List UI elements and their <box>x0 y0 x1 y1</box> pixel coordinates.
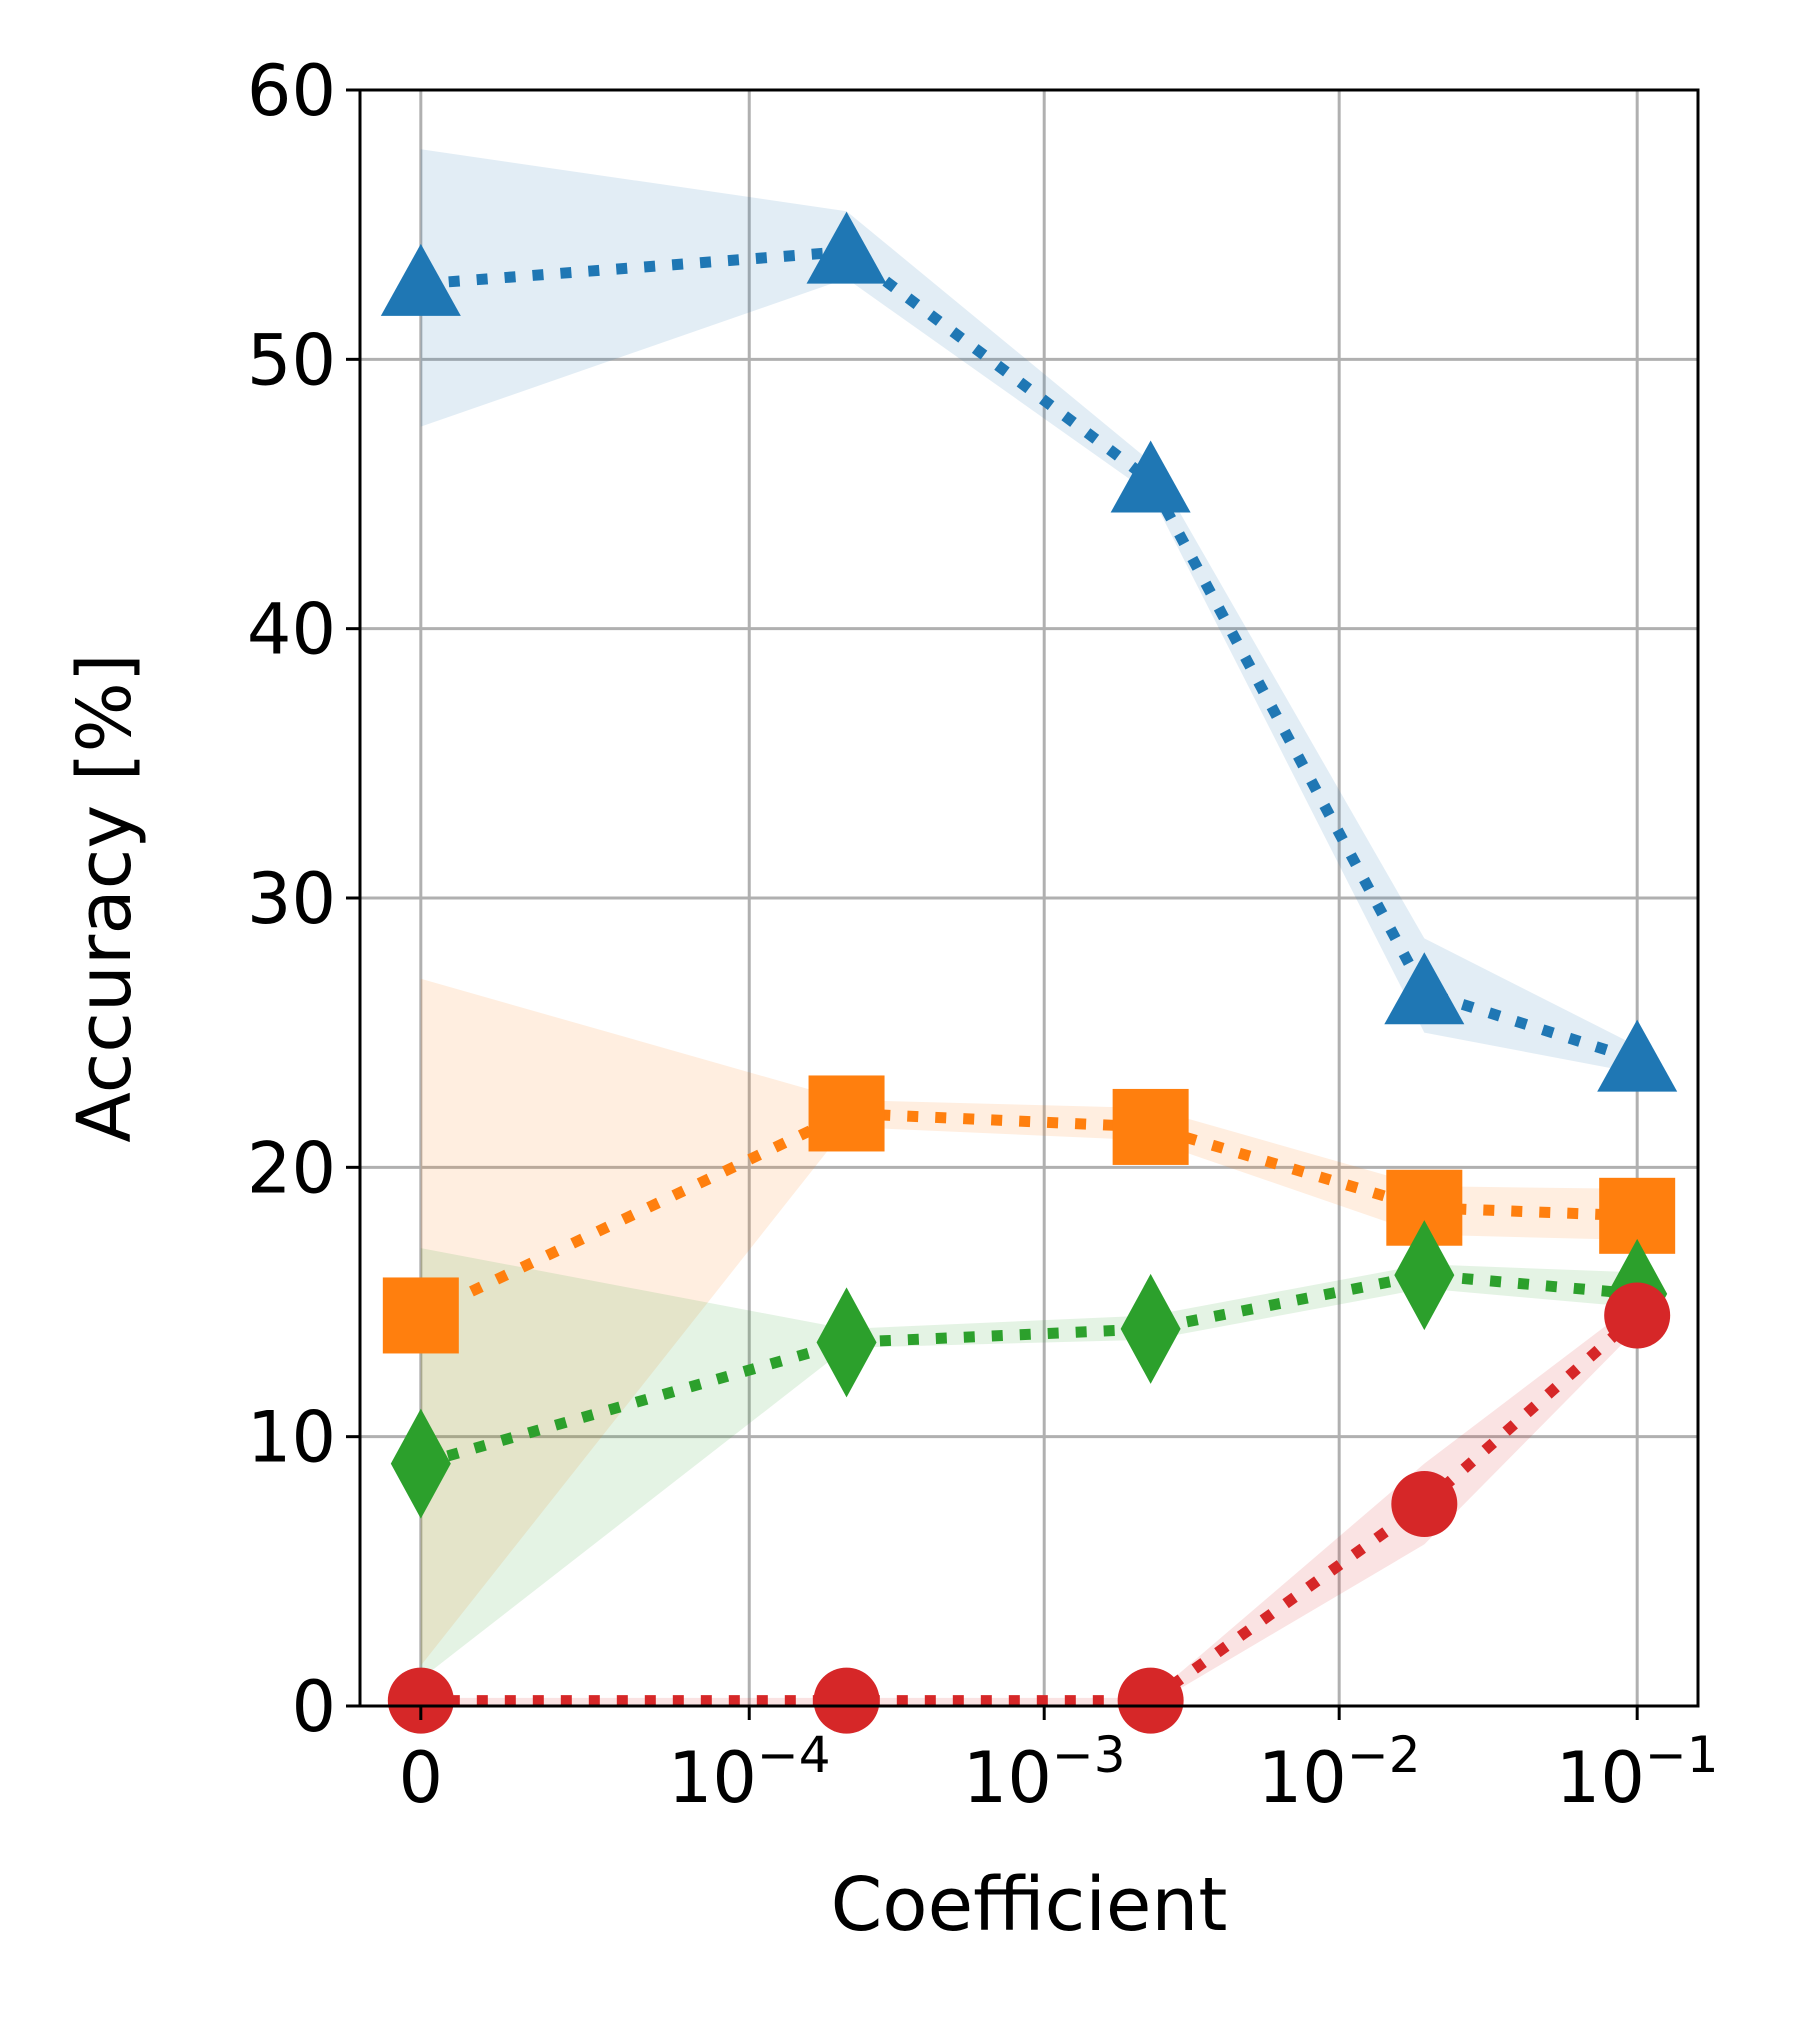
line-green <box>419 1269 1638 1469</box>
marker-green <box>816 1287 877 1398</box>
line-blue <box>420 245 1639 1065</box>
grid <box>360 90 1698 1706</box>
y-tick-label: 30 <box>247 858 336 940</box>
y-axis-title: Accuracy [%] <box>62 653 148 1142</box>
axis-ticks: 0 10−4 10−3 10−2 10−1 0 10 20 30 40 50 60 <box>247 50 1719 1819</box>
marker-red <box>813 1667 880 1734</box>
marker-red <box>1604 1282 1671 1349</box>
marker-green <box>1394 1220 1455 1331</box>
marker-green <box>390 1408 451 1519</box>
marker-blue <box>1110 440 1191 513</box>
y-tick-label: 40 <box>247 589 336 671</box>
marker-orange <box>1112 1088 1189 1165</box>
marker-blue <box>1597 1019 1678 1092</box>
marker-red <box>387 1667 454 1734</box>
x-tick-label: 10−4 <box>668 1726 831 1819</box>
band-blue <box>420 149 1638 1074</box>
x-tick-label: 10−2 <box>1258 1726 1421 1819</box>
line-orange <box>418 1107 1638 1321</box>
marker-blue <box>380 243 461 316</box>
x-tick-label: 0 <box>399 1737 444 1819</box>
y-tick-label: 60 <box>247 50 336 132</box>
marker-red <box>1117 1667 1184 1734</box>
x-tick-label: 10−1 <box>1556 1726 1719 1819</box>
marker-blue <box>806 211 887 284</box>
band-orange <box>420 978 1638 1666</box>
x-tick-label: 10−3 <box>963 1726 1126 1819</box>
marker-orange <box>808 1075 885 1152</box>
x-axis-title: Coefficient <box>831 1862 1228 1948</box>
band-green <box>420 1248 1638 1680</box>
y-tick-label: 0 <box>291 1666 336 1748</box>
marker-red <box>1391 1471 1458 1537</box>
marker-green <box>1120 1273 1181 1384</box>
marker-blue <box>1384 952 1465 1025</box>
y-tick-label: 10 <box>247 1397 336 1479</box>
y-tick-label: 50 <box>247 319 336 401</box>
y-tick-label: 20 <box>247 1127 336 1209</box>
marker-orange <box>382 1277 459 1354</box>
series-markers <box>380 211 1678 1734</box>
